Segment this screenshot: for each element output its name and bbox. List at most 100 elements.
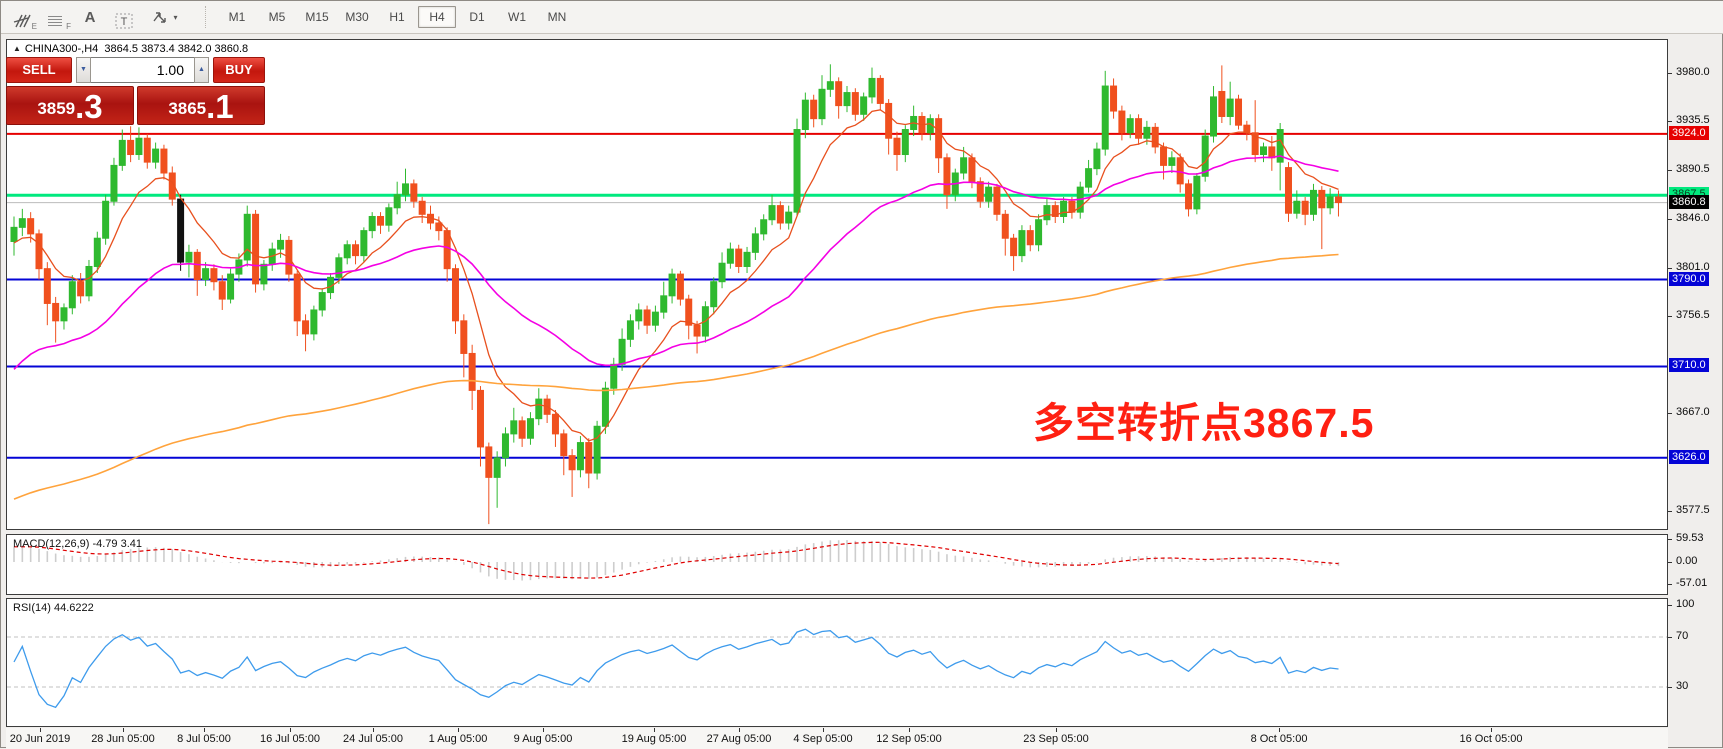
toolbar-separator bbox=[205, 6, 207, 28]
chart-annotation-text: 多空转折点3867.5 bbox=[1033, 400, 1375, 446]
rsi-tick-label: 30 bbox=[1676, 680, 1689, 692]
price-tick-mark bbox=[1668, 315, 1672, 317]
ask-price-fraction: .1 bbox=[206, 88, 234, 125]
timeframe-button-h4[interactable]: H4 bbox=[418, 6, 456, 28]
time-tick-mark bbox=[823, 728, 824, 732]
rsi-label: RSI(14) 44.6222 bbox=[13, 602, 94, 614]
volume-increase-button[interactable]: ▲ bbox=[194, 57, 209, 83]
time-tick-mark bbox=[543, 728, 544, 732]
time-tick-mark bbox=[123, 728, 124, 732]
symbol-name: CHINA300-,H4 bbox=[24, 43, 99, 55]
buy-button[interactable]: BUY bbox=[213, 57, 265, 83]
timeframe-button-m15[interactable]: M15 bbox=[305, 10, 329, 24]
candlestick-chart bbox=[7, 64, 1667, 525]
chart-hatch-icon[interactable]: E bbox=[9, 5, 37, 31]
price-tick-label: 3980.0 bbox=[1676, 66, 1710, 78]
price-tick-mark bbox=[1668, 218, 1672, 220]
time-tick-label: 28 Jun 05:00 bbox=[91, 733, 155, 745]
svg-text:T: T bbox=[121, 16, 128, 28]
timeframe-button-d1[interactable]: D1 bbox=[469, 10, 485, 24]
macd-tick-label: -57.01 bbox=[1676, 576, 1708, 589]
time-tick-label: 19 Aug 05:00 bbox=[621, 733, 687, 745]
volume-decrease-button[interactable]: ▼ bbox=[76, 57, 91, 83]
bid-price-tile[interactable]: 3859 .3 bbox=[6, 86, 134, 125]
timeframe-button-h1[interactable]: H1 bbox=[389, 10, 405, 24]
price-axis[interactable]: 3980.0 3935.5 3890.5 3846.0 3801.0 3756.5 3667… bbox=[1668, 1, 1723, 749]
sell-button[interactable]: SELL bbox=[6, 57, 72, 83]
price-tick-mark bbox=[1668, 413, 1672, 415]
bid-price-fraction: .3 bbox=[75, 88, 103, 125]
price-tick-label: 3846.0 bbox=[1676, 211, 1710, 224]
time-tick-mark bbox=[1491, 728, 1492, 732]
ohlc-values: 3864.5 3873.4 3842.0 3860.8 bbox=[104, 43, 249, 55]
time-tick-label: 23 Sep 05:00 bbox=[1023, 733, 1089, 745]
macd-panel[interactable]: MACD(12,26,9) -4.79 3.41 bbox=[6, 534, 1668, 595]
price-level-label: 3790.0 bbox=[1669, 271, 1709, 286]
macd-tick-label: 0.00 bbox=[1676, 555, 1698, 567]
icon-sub-e: E bbox=[31, 22, 37, 31]
timeframe-button-m30[interactable]: M30 bbox=[345, 10, 369, 24]
time-axis[interactable]: 20 Jun 2019 28 Jun 05:00 8 Jul 05:00 16 Jul… bbox=[6, 728, 1668, 749]
time-tick-mark bbox=[290, 728, 291, 732]
rsi-panel[interactable]: RSI(14) 44.6222 bbox=[6, 598, 1668, 727]
time-tick-mark bbox=[40, 728, 41, 732]
price-tick-mark bbox=[1668, 121, 1672, 123]
ask-price-tile[interactable]: 3865 .1 bbox=[137, 86, 265, 125]
ask-price-main: 3865 bbox=[168, 99, 207, 118]
time-tick-mark bbox=[909, 728, 910, 732]
time-tick-label: 9 Aug 05:00 bbox=[513, 733, 573, 745]
time-tick-mark bbox=[1279, 728, 1280, 732]
price-tick-label: 3667.0 bbox=[1676, 406, 1710, 419]
macd-tick-mark bbox=[1668, 583, 1672, 585]
macd-chart bbox=[13, 540, 1340, 581]
chevron-down-icon: ▾ bbox=[173, 12, 178, 22]
timeframe-button-w1[interactable]: W1 bbox=[508, 10, 526, 24]
timeframe-button-mn[interactable]: MN bbox=[547, 10, 567, 24]
time-tick-label: 24 Jul 05:00 bbox=[343, 733, 403, 745]
macd-label: MACD(12,26,9) -4.79 3.41 bbox=[13, 538, 143, 550]
timeframe-button-m5[interactable]: M5 bbox=[268, 10, 286, 24]
price-tick-label: 3756.5 bbox=[1676, 308, 1710, 321]
time-tick-label: 12 Sep 05:00 bbox=[876, 733, 942, 745]
time-tick-label: 16 Jul 05:00 bbox=[260, 733, 320, 745]
rsi-tick-label: 70 bbox=[1676, 630, 1689, 642]
time-tick-mark bbox=[739, 728, 740, 732]
rsi-tick-mark bbox=[1668, 687, 1672, 688]
rsi-tick-mark bbox=[1668, 637, 1672, 638]
time-tick-label: 20 Jun 2019 bbox=[9, 733, 71, 745]
volume-input[interactable] bbox=[91, 57, 194, 83]
rsi-tick-mark bbox=[1668, 605, 1672, 606]
main-chart-panel[interactable] bbox=[6, 39, 1668, 530]
sort-arrows-icon[interactable]: ▾ bbox=[145, 5, 183, 29]
price-tick-label: 3935.5 bbox=[1676, 114, 1710, 127]
time-tick-mark bbox=[458, 728, 459, 732]
price-level-label: 3710.0 bbox=[1669, 358, 1709, 373]
price-tick-mark bbox=[1668, 510, 1672, 512]
time-tick-mark bbox=[654, 728, 655, 732]
grid-icon[interactable]: F bbox=[43, 5, 71, 31]
price-level-label: 3860.8 bbox=[1669, 194, 1709, 209]
time-tick-mark bbox=[373, 728, 374, 732]
macd-tick-mark bbox=[1668, 562, 1672, 563]
price-level-label: 3924.0 bbox=[1669, 125, 1709, 140]
text-box-icon[interactable]: T bbox=[111, 5, 137, 29]
macd-tick-label: 59.53 bbox=[1676, 532, 1704, 545]
price-tick-mark bbox=[1668, 170, 1672, 172]
rsi-tick-label: 100 bbox=[1676, 598, 1695, 610]
rsi-chart bbox=[7, 628, 1667, 709]
price-tick-mark bbox=[1668, 267, 1672, 269]
time-tick-mark bbox=[1056, 728, 1057, 732]
collapse-triangle-icon[interactable]: ▲ bbox=[13, 44, 21, 53]
time-tick-mark bbox=[204, 728, 205, 732]
timeframe-button-m1[interactable]: M1 bbox=[228, 10, 246, 24]
price-tick-mark bbox=[1668, 73, 1672, 74]
font-a-icon[interactable]: A bbox=[84, 8, 96, 26]
symbol-header[interactable]: ▲ CHINA300-,H4 3864.5 3873.4 3842.0 3860.… bbox=[13, 43, 248, 55]
macd-tick-mark bbox=[1668, 539, 1672, 541]
time-tick-label: 8 Jul 05:00 bbox=[177, 733, 231, 745]
toolbar: E F A T ▾ M1 M5 M15 M30 H1 H4 D1 W1 MN bbox=[1, 1, 1723, 34]
icon-sub-f: F bbox=[66, 22, 71, 31]
time-tick-label: 16 Oct 05:00 bbox=[1459, 733, 1523, 745]
timeframe-bar: M1 M5 M15 M30 H1 H4 D1 W1 MN bbox=[217, 6, 577, 28]
price-level-label: 3626.0 bbox=[1669, 449, 1709, 464]
